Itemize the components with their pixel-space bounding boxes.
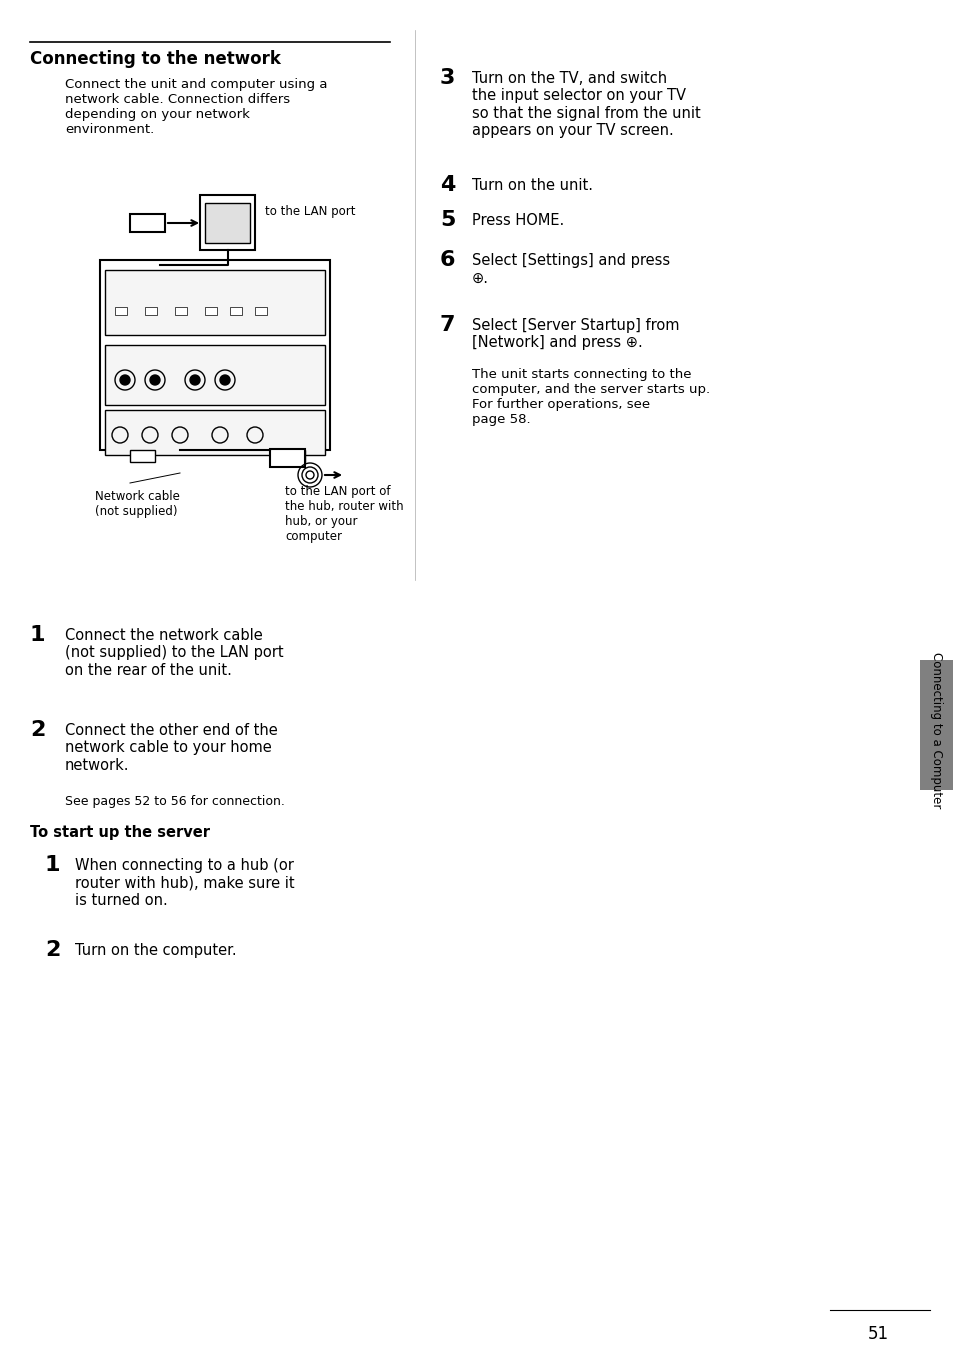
Text: Press HOME.: Press HOME.	[472, 214, 563, 228]
Text: See pages 52 to 56 for connection.: See pages 52 to 56 for connection.	[65, 795, 285, 808]
Text: to the LAN port: to the LAN port	[265, 206, 355, 218]
Text: When connecting to a hub (or
router with hub), make sure it
is turned on.: When connecting to a hub (or router with…	[75, 859, 294, 907]
Text: Select [Server Startup] from
[Network] and press ⊕.: Select [Server Startup] from [Network] a…	[472, 318, 679, 350]
Bar	[174, 307, 187, 315]
Bar	[280, 450, 305, 462]
Text: 2: 2	[30, 721, 46, 740]
Circle shape	[150, 375, 160, 385]
Bar	[130, 450, 154, 462]
Text: 4: 4	[439, 174, 455, 195]
Text: 51: 51	[866, 1325, 887, 1343]
Text: Connect the network cable
(not supplied) to the LAN port
on the rear of the unit: Connect the network cable (not supplied)…	[65, 627, 283, 677]
Text: 7: 7	[439, 315, 455, 335]
Bar	[254, 307, 267, 315]
Text: 5: 5	[439, 210, 455, 230]
Bar	[105, 270, 325, 335]
Text: Network cable
(not supplied): Network cable (not supplied)	[95, 489, 180, 518]
Text: to the LAN port of
the hub, router with
hub, or your
computer: to the LAN port of the hub, router with …	[285, 485, 403, 544]
Circle shape	[120, 375, 130, 385]
Bar	[100, 260, 330, 450]
Bar	[115, 307, 127, 315]
Text: Connecting to a Computer: Connecting to a Computer	[929, 652, 943, 808]
Text: 1: 1	[45, 854, 60, 875]
Circle shape	[220, 375, 230, 385]
Bar	[145, 307, 157, 315]
Bar	[130, 214, 165, 233]
Text: Turn on the computer.: Turn on the computer.	[75, 942, 236, 959]
Circle shape	[190, 375, 200, 385]
Bar	[270, 449, 305, 466]
Text: 1: 1	[30, 625, 46, 645]
Bar	[205, 307, 216, 315]
Text: Select [Settings] and press
⊕.: Select [Settings] and press ⊕.	[472, 253, 669, 285]
Text: Connecting to the network: Connecting to the network	[30, 50, 280, 68]
Bar	[105, 410, 325, 456]
Text: The unit starts connecting to the
computer, and the server starts up.
For furthe: The unit starts connecting to the comput…	[472, 368, 709, 426]
Text: 3: 3	[439, 68, 455, 88]
Text: To start up the server: To start up the server	[30, 825, 210, 840]
Text: 2: 2	[45, 940, 60, 960]
Bar	[230, 307, 242, 315]
Bar	[919, 660, 953, 790]
Bar	[205, 203, 250, 243]
Text: Connect the unit and computer using a
network cable. Connection differs
dependin: Connect the unit and computer using a ne…	[65, 78, 327, 137]
Text: Turn on the unit.: Turn on the unit.	[472, 178, 593, 193]
Text: Turn on the TV, and switch
the input selector on your TV
so that the signal from: Turn on the TV, and switch the input sel…	[472, 72, 700, 138]
Bar	[200, 195, 254, 250]
Text: Connect the other end of the
network cable to your home
network.: Connect the other end of the network cab…	[65, 723, 277, 773]
Bar	[105, 345, 325, 406]
Text: 6: 6	[439, 250, 455, 270]
